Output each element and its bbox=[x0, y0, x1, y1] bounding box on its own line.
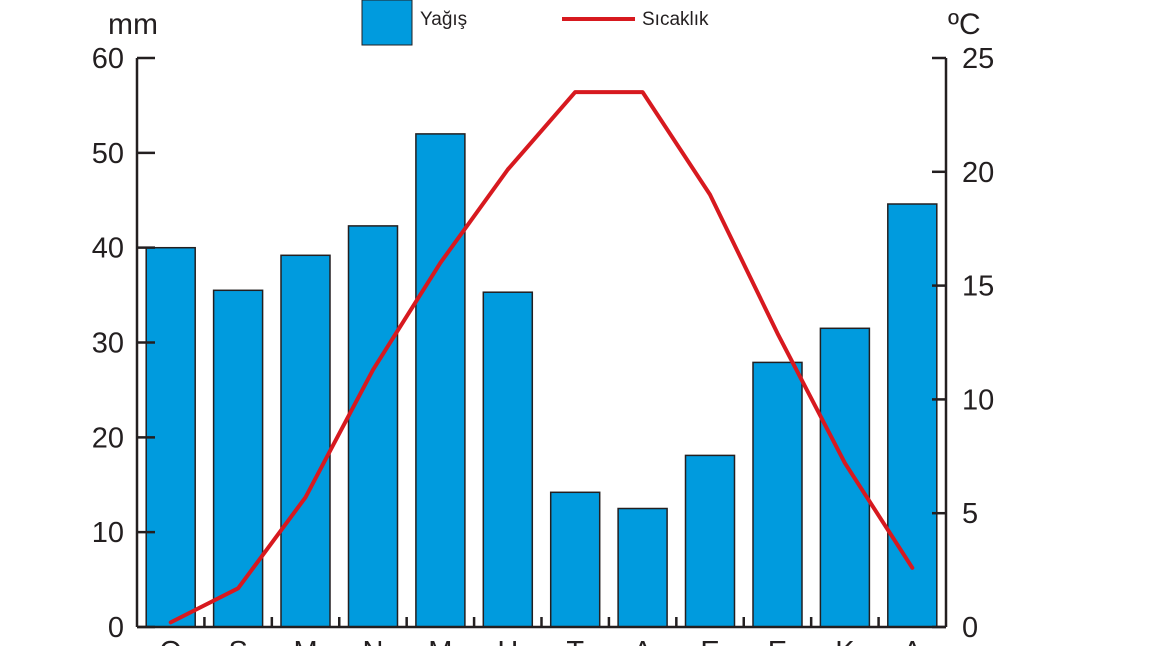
x-tick-label: A bbox=[903, 636, 923, 646]
x-axis-ticks: OŞMNMHTAEEKA bbox=[159, 617, 923, 646]
right-tick-label: 15 bbox=[962, 271, 994, 303]
precipitation-bar bbox=[280, 254, 331, 628]
left-tick-label: 40 bbox=[92, 233, 124, 265]
precipitation-bar bbox=[212, 289, 264, 628]
x-tick-label: Ş bbox=[228, 636, 247, 646]
x-tick-label: N bbox=[362, 636, 383, 646]
right-tick-label: 5 bbox=[962, 498, 978, 530]
precipitation-bar bbox=[887, 203, 938, 628]
temperature-line bbox=[168, 90, 915, 625]
left-tick-label: 60 bbox=[92, 43, 124, 75]
precipitation-bar bbox=[347, 225, 399, 628]
x-tick-label: M bbox=[428, 636, 452, 646]
x-tick-label: O bbox=[159, 636, 182, 646]
x-tick-label: M bbox=[293, 636, 317, 646]
precipitation-bar bbox=[617, 507, 668, 628]
right-tick-label: 20 bbox=[962, 157, 994, 189]
left-tick-label: 0 bbox=[108, 612, 124, 644]
left-tick-label: 30 bbox=[92, 328, 124, 360]
left-tick-label: 20 bbox=[92, 422, 124, 454]
left-axis-unit: mm bbox=[108, 8, 158, 41]
precipitation-bars bbox=[145, 133, 938, 628]
x-tick-label: K bbox=[835, 636, 855, 646]
precipitation-bar bbox=[819, 327, 871, 628]
right-tick-label: 25 bbox=[962, 43, 994, 75]
x-tick-label: H bbox=[497, 636, 518, 646]
x-tick-label: E bbox=[700, 636, 719, 646]
legend: Yağış Sıcaklık bbox=[361, 0, 709, 46]
legend-label-precipitation: Yağış bbox=[420, 9, 467, 30]
precipitation-bar bbox=[752, 361, 803, 628]
left-tick-label: 50 bbox=[92, 138, 124, 170]
x-tick-label: T bbox=[566, 636, 584, 646]
temperature-series bbox=[168, 90, 915, 625]
left-axis-ticks: 0 10 20 30 40 50 60 bbox=[92, 43, 155, 644]
x-tick-label: E bbox=[768, 636, 787, 646]
x-tick-label: A bbox=[633, 636, 653, 646]
precipitation-bar bbox=[415, 133, 466, 628]
left-tick-label: 10 bbox=[92, 517, 124, 549]
precipitation-bar bbox=[549, 491, 601, 628]
precipitation-bar bbox=[684, 454, 736, 628]
right-tick-label: 0 bbox=[962, 612, 978, 644]
legend-swatch-precipitation bbox=[361, 0, 413, 46]
right-tick-label: 10 bbox=[962, 384, 994, 416]
right-axis-ticks: 0 5 10 15 20 25 bbox=[932, 43, 994, 644]
legend-label-temperature: Sıcaklık bbox=[642, 9, 709, 30]
precipitation-bar bbox=[482, 291, 534, 628]
right-axis-unit: ºC bbox=[948, 8, 981, 41]
